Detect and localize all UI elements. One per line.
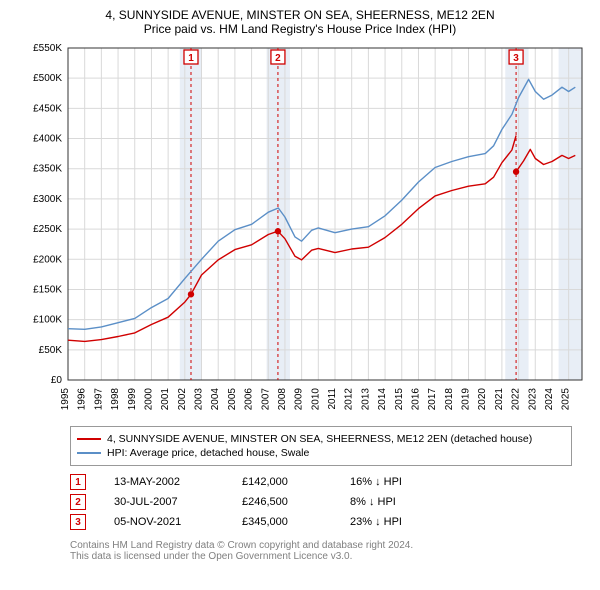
svg-text:2: 2 <box>275 53 281 64</box>
svg-text:2020: 2020 <box>477 388 488 411</box>
svg-text:2018: 2018 <box>444 388 455 411</box>
chart: 1 2 3 £0 £50K £100K £150K £200K £250K £300K £350K £… <box>10 40 590 420</box>
legend-label: HPI: Average price, detached house, Swal… <box>107 447 309 459</box>
sale-diff: 16% ↓ HPI <box>350 476 440 488</box>
svg-text:£350K: £350K <box>33 164 62 175</box>
svg-text:£400K: £400K <box>33 134 62 145</box>
svg-text:£150K: £150K <box>33 284 62 295</box>
chart-container: 4, SUNNYSIDE AVENUE, MINSTER ON SEA, SHE… <box>0 0 600 572</box>
footnote: Contains HM Land Registry data © Crown c… <box>70 540 572 562</box>
svg-text:2021: 2021 <box>494 388 505 411</box>
svg-text:£200K: £200K <box>33 254 62 265</box>
svg-text:2019: 2019 <box>461 388 472 411</box>
svg-text:2016: 2016 <box>410 388 421 411</box>
title-line-2: Price paid vs. HM Land Registry's House … <box>10 22 590 36</box>
sale-price: £246,500 <box>242 496 322 508</box>
svg-text:1997: 1997 <box>93 388 104 411</box>
svg-text:2001: 2001 <box>160 388 171 411</box>
sale-marker-icon: 3 <box>70 514 86 530</box>
legend-swatch <box>77 452 101 454</box>
legend-row: 4, SUNNYSIDE AVENUE, MINSTER ON SEA, SHE… <box>77 433 565 445</box>
footnote-line: This data is licensed under the Open Gov… <box>70 551 572 562</box>
svg-text:2025: 2025 <box>561 388 572 411</box>
sale-marker-icon: 2 <box>70 494 86 510</box>
sale-date: 13-MAY-2002 <box>114 476 214 488</box>
sale-price: £142,000 <box>242 476 322 488</box>
footnote-line: Contains HM Land Registry data © Crown c… <box>70 540 572 551</box>
legend-row: HPI: Average price, detached house, Swal… <box>77 447 565 459</box>
svg-text:2013: 2013 <box>360 388 371 411</box>
sales-row: 2 30-JUL-2007 £246,500 8% ↓ HPI <box>70 494 572 510</box>
line-chart-svg: 1 2 3 £0 £50K £100K £150K £200K £250K £300K £350K £… <box>10 40 590 420</box>
svg-text:2002: 2002 <box>177 388 188 411</box>
svg-text:2024: 2024 <box>544 388 555 411</box>
svg-text:2022: 2022 <box>511 388 522 411</box>
svg-text:£550K: £550K <box>33 43 62 54</box>
svg-text:2010: 2010 <box>310 388 321 411</box>
svg-text:2007: 2007 <box>260 388 271 411</box>
svg-text:2005: 2005 <box>227 388 238 411</box>
svg-text:£300K: £300K <box>33 194 62 205</box>
svg-text:1996: 1996 <box>77 388 88 411</box>
svg-text:2017: 2017 <box>427 388 438 411</box>
svg-text:2009: 2009 <box>294 388 305 411</box>
sale-marker-icon: 1 <box>70 474 86 490</box>
svg-text:2008: 2008 <box>277 388 288 411</box>
svg-text:1999: 1999 <box>127 388 138 411</box>
svg-text:1: 1 <box>188 53 194 64</box>
sales-row: 1 13-MAY-2002 £142,000 16% ↓ HPI <box>70 474 572 490</box>
svg-text:£50K: £50K <box>39 345 63 356</box>
sale-date: 30-JUL-2007 <box>114 496 214 508</box>
svg-text:2011: 2011 <box>327 388 338 410</box>
svg-text:2003: 2003 <box>194 388 205 411</box>
svg-text:£250K: £250K <box>33 224 62 235</box>
title-line-1: 4, SUNNYSIDE AVENUE, MINSTER ON SEA, SHE… <box>10 8 590 22</box>
svg-text:£0: £0 <box>51 375 63 386</box>
svg-text:2006: 2006 <box>244 388 255 411</box>
svg-text:2014: 2014 <box>377 388 388 411</box>
svg-text:1998: 1998 <box>110 388 121 411</box>
legend-label: 4, SUNNYSIDE AVENUE, MINSTER ON SEA, SHE… <box>107 433 532 445</box>
sale-date: 05-NOV-2021 <box>114 516 214 528</box>
sales-table: 1 13-MAY-2002 £142,000 16% ↓ HPI 2 30-JU… <box>70 474 572 530</box>
svg-text:£500K: £500K <box>33 73 62 84</box>
legend-swatch <box>77 438 101 440</box>
legend: 4, SUNNYSIDE AVENUE, MINSTER ON SEA, SHE… <box>70 426 572 466</box>
svg-text:2004: 2004 <box>210 388 221 411</box>
sale-diff: 8% ↓ HPI <box>350 496 440 508</box>
svg-text:1995: 1995 <box>60 388 71 411</box>
svg-text:£450K: £450K <box>33 103 62 114</box>
svg-text:2012: 2012 <box>344 388 355 411</box>
svg-text:2015: 2015 <box>394 388 405 411</box>
svg-text:3: 3 <box>513 53 519 64</box>
sales-row: 3 05-NOV-2021 £345,000 23% ↓ HPI <box>70 514 572 530</box>
sale-price: £345,000 <box>242 516 322 528</box>
svg-text:2000: 2000 <box>143 388 154 411</box>
svg-text:£100K: £100K <box>33 315 62 326</box>
sale-diff: 23% ↓ HPI <box>350 516 440 528</box>
svg-text:2023: 2023 <box>527 388 538 411</box>
